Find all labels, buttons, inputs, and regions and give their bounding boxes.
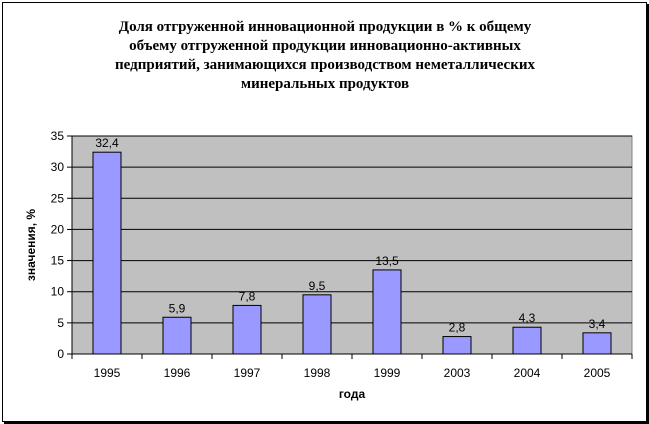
y-tick-label: 30 bbox=[51, 160, 65, 174]
data-label: 2,8 bbox=[449, 321, 466, 335]
bar bbox=[232, 304, 262, 355]
data-label: 5,9 bbox=[169, 301, 186, 315]
x-tick-label: 1998 bbox=[304, 366, 331, 380]
y-tick-label: 0 bbox=[57, 347, 64, 361]
x-tick-label: 1997 bbox=[234, 366, 261, 380]
bar bbox=[92, 151, 122, 355]
y-tick-label: 5 bbox=[57, 316, 64, 330]
y-tick-label: 15 bbox=[51, 254, 65, 268]
y-tick-label: 20 bbox=[51, 222, 65, 236]
x-tick-label: 2004 bbox=[514, 366, 541, 380]
x-tick-label: 2003 bbox=[444, 366, 471, 380]
bar bbox=[162, 316, 192, 355]
data-label: 4,3 bbox=[519, 311, 536, 325]
bar bbox=[372, 269, 402, 355]
y-tick-label: 10 bbox=[51, 285, 65, 299]
y-axis-title: значения, % bbox=[24, 209, 38, 282]
chart-title-line-4: минеральных продуктов bbox=[240, 76, 410, 92]
x-tick-label: 1996 bbox=[164, 366, 191, 380]
data-labels: 32,4 5,9 7,8 9,5 13,5 2,8 4,3 3,4 bbox=[95, 136, 605, 334]
chart-title-line-1: Доля отгруженной инновационной продукции… bbox=[118, 19, 532, 35]
data-label: 3,4 bbox=[589, 317, 606, 331]
bars bbox=[92, 151, 612, 355]
bar bbox=[442, 336, 472, 355]
data-label: 7,8 bbox=[239, 289, 256, 303]
x-tick-label: 1995 bbox=[94, 366, 121, 380]
data-label: 9,5 bbox=[309, 279, 326, 293]
chart-title-line-3: педприятий, занимающихся производством н… bbox=[115, 57, 535, 73]
y-axis: 0 5 10 15 20 25 30 35 bbox=[51, 129, 73, 361]
data-label: 13,5 bbox=[375, 254, 399, 268]
plot-area bbox=[71, 135, 633, 355]
bar bbox=[512, 326, 542, 355]
bar bbox=[582, 332, 612, 355]
y-tick-label: 35 bbox=[51, 129, 65, 143]
chart-title-line-2: объему отгруженной продукции инновационн… bbox=[129, 38, 521, 54]
x-tick-label: 1999 bbox=[374, 366, 401, 380]
chart-title: Доля отгруженной инновационной продукции… bbox=[40, 18, 610, 94]
x-axis: 1995 1996 1997 1998 1999 2003 2004 2005 bbox=[71, 353, 633, 380]
x-axis-title: года bbox=[339, 387, 366, 401]
data-label: 32,4 bbox=[95, 136, 119, 150]
x-tick-label: 2005 bbox=[584, 366, 611, 380]
bar bbox=[302, 294, 332, 355]
y-tick-label: 25 bbox=[51, 191, 65, 205]
